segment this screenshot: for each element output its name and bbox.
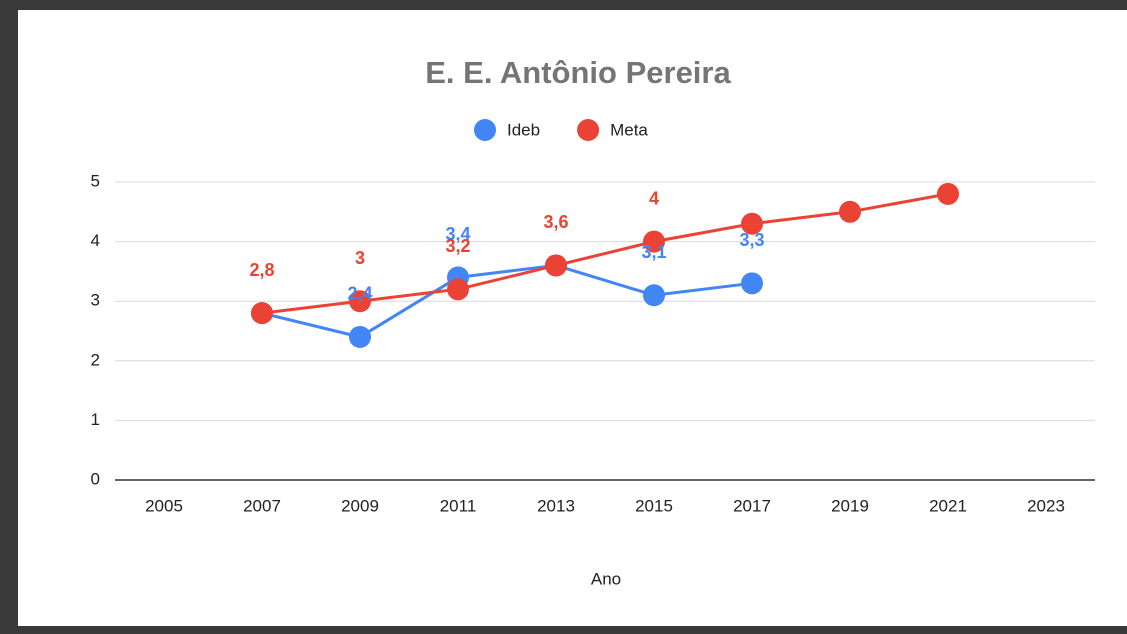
x-tick-label: 2015 bbox=[635, 496, 673, 515]
data-label: 3,3 bbox=[739, 230, 764, 250]
x-tick-label: 2009 bbox=[341, 496, 379, 515]
x-axis-title: Ano bbox=[591, 569, 621, 588]
data-point bbox=[349, 290, 371, 313]
data-label: 2,8 bbox=[249, 260, 274, 280]
data-label: 3,6 bbox=[543, 212, 568, 232]
data-point bbox=[839, 200, 861, 223]
y-tick-label: 5 bbox=[91, 171, 100, 190]
chart-title: E. E. Antônio Pereira bbox=[425, 55, 731, 90]
legend-marker bbox=[474, 119, 496, 141]
data-point bbox=[741, 272, 763, 295]
series-line bbox=[261, 263, 753, 339]
data-label: 2,4 bbox=[347, 284, 372, 304]
y-tick-label: 0 bbox=[91, 469, 100, 488]
legend-label: Ideb bbox=[507, 120, 540, 139]
x-tick-label: 2021 bbox=[929, 496, 967, 515]
data-label: 3 bbox=[355, 248, 365, 268]
data-label: 3,1 bbox=[641, 242, 666, 262]
x-tick-label: 2023 bbox=[1027, 496, 1065, 515]
data-point bbox=[741, 212, 763, 235]
data-point bbox=[251, 302, 273, 325]
legend-label: Meta bbox=[610, 120, 648, 139]
data-point bbox=[643, 284, 665, 307]
x-tick-label: 2019 bbox=[831, 496, 869, 515]
data-label: 3,4 bbox=[445, 224, 470, 244]
data-label: 3,2 bbox=[445, 236, 470, 256]
x-tick-label: 2017 bbox=[733, 496, 771, 515]
y-tick-label: 1 bbox=[91, 410, 100, 429]
data-point bbox=[643, 230, 665, 253]
y-tick-label: 3 bbox=[91, 291, 100, 310]
data-label: 4 bbox=[649, 188, 659, 208]
data-point bbox=[349, 325, 371, 348]
data-point bbox=[937, 182, 959, 205]
x-tick-label: 2013 bbox=[537, 496, 575, 515]
y-tick-label: 2 bbox=[91, 350, 100, 369]
chart-background bbox=[18, 10, 1127, 626]
series-line bbox=[261, 192, 949, 315]
data-point bbox=[447, 278, 469, 301]
data-point bbox=[545, 254, 567, 277]
x-tick-label: 2005 bbox=[145, 496, 183, 515]
x-tick-label: 2007 bbox=[243, 496, 281, 515]
legend-marker bbox=[577, 119, 600, 141]
x-tick-label: 2011 bbox=[440, 496, 477, 515]
y-tick-label: 4 bbox=[91, 231, 100, 250]
